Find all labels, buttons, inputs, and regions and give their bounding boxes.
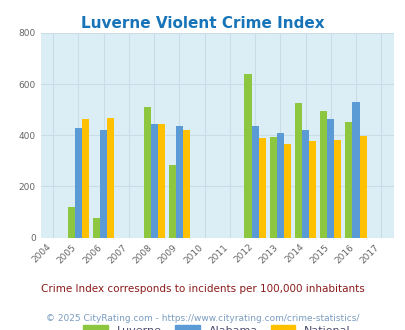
Bar <box>358 136 366 238</box>
Bar <box>143 107 150 238</box>
Bar <box>352 102 358 238</box>
Text: © 2025 CityRating.com - https://www.cityrating.com/crime-statistics/: © 2025 CityRating.com - https://www.city… <box>46 314 359 323</box>
Bar <box>175 126 182 238</box>
Bar <box>308 141 315 238</box>
Bar <box>283 144 290 238</box>
Bar <box>269 137 276 238</box>
Bar <box>294 103 301 238</box>
Bar <box>251 126 258 238</box>
Bar <box>333 140 341 238</box>
Bar <box>82 119 89 238</box>
Text: Luverne Violent Crime Index: Luverne Violent Crime Index <box>81 16 324 31</box>
Bar <box>157 124 164 238</box>
Bar <box>150 124 157 238</box>
Bar <box>326 119 333 238</box>
Text: Crime Index corresponds to incidents per 100,000 inhabitants: Crime Index corresponds to incidents per… <box>41 284 364 294</box>
Bar <box>320 111 326 238</box>
Bar <box>301 130 308 238</box>
Bar <box>107 118 114 238</box>
Bar <box>75 128 82 238</box>
Bar <box>182 130 190 238</box>
Legend: Luverne, Alabama, National: Luverne, Alabama, National <box>79 321 354 330</box>
Bar <box>244 75 251 238</box>
Bar <box>258 138 265 238</box>
Bar <box>93 218 100 238</box>
Bar <box>100 130 107 238</box>
Bar <box>168 165 175 238</box>
Bar <box>276 133 283 238</box>
Bar <box>345 122 352 238</box>
Bar <box>68 207 75 238</box>
